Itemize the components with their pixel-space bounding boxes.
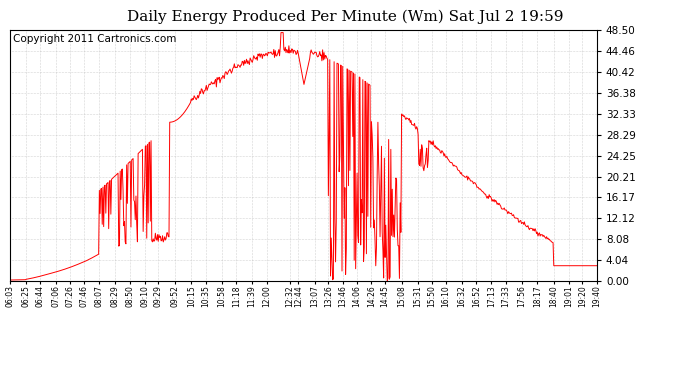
Text: Copyright 2011 Cartronics.com: Copyright 2011 Cartronics.com <box>13 34 177 44</box>
Text: Daily Energy Produced Per Minute (Wm) Sat Jul 2 19:59: Daily Energy Produced Per Minute (Wm) Sa… <box>127 9 563 24</box>
